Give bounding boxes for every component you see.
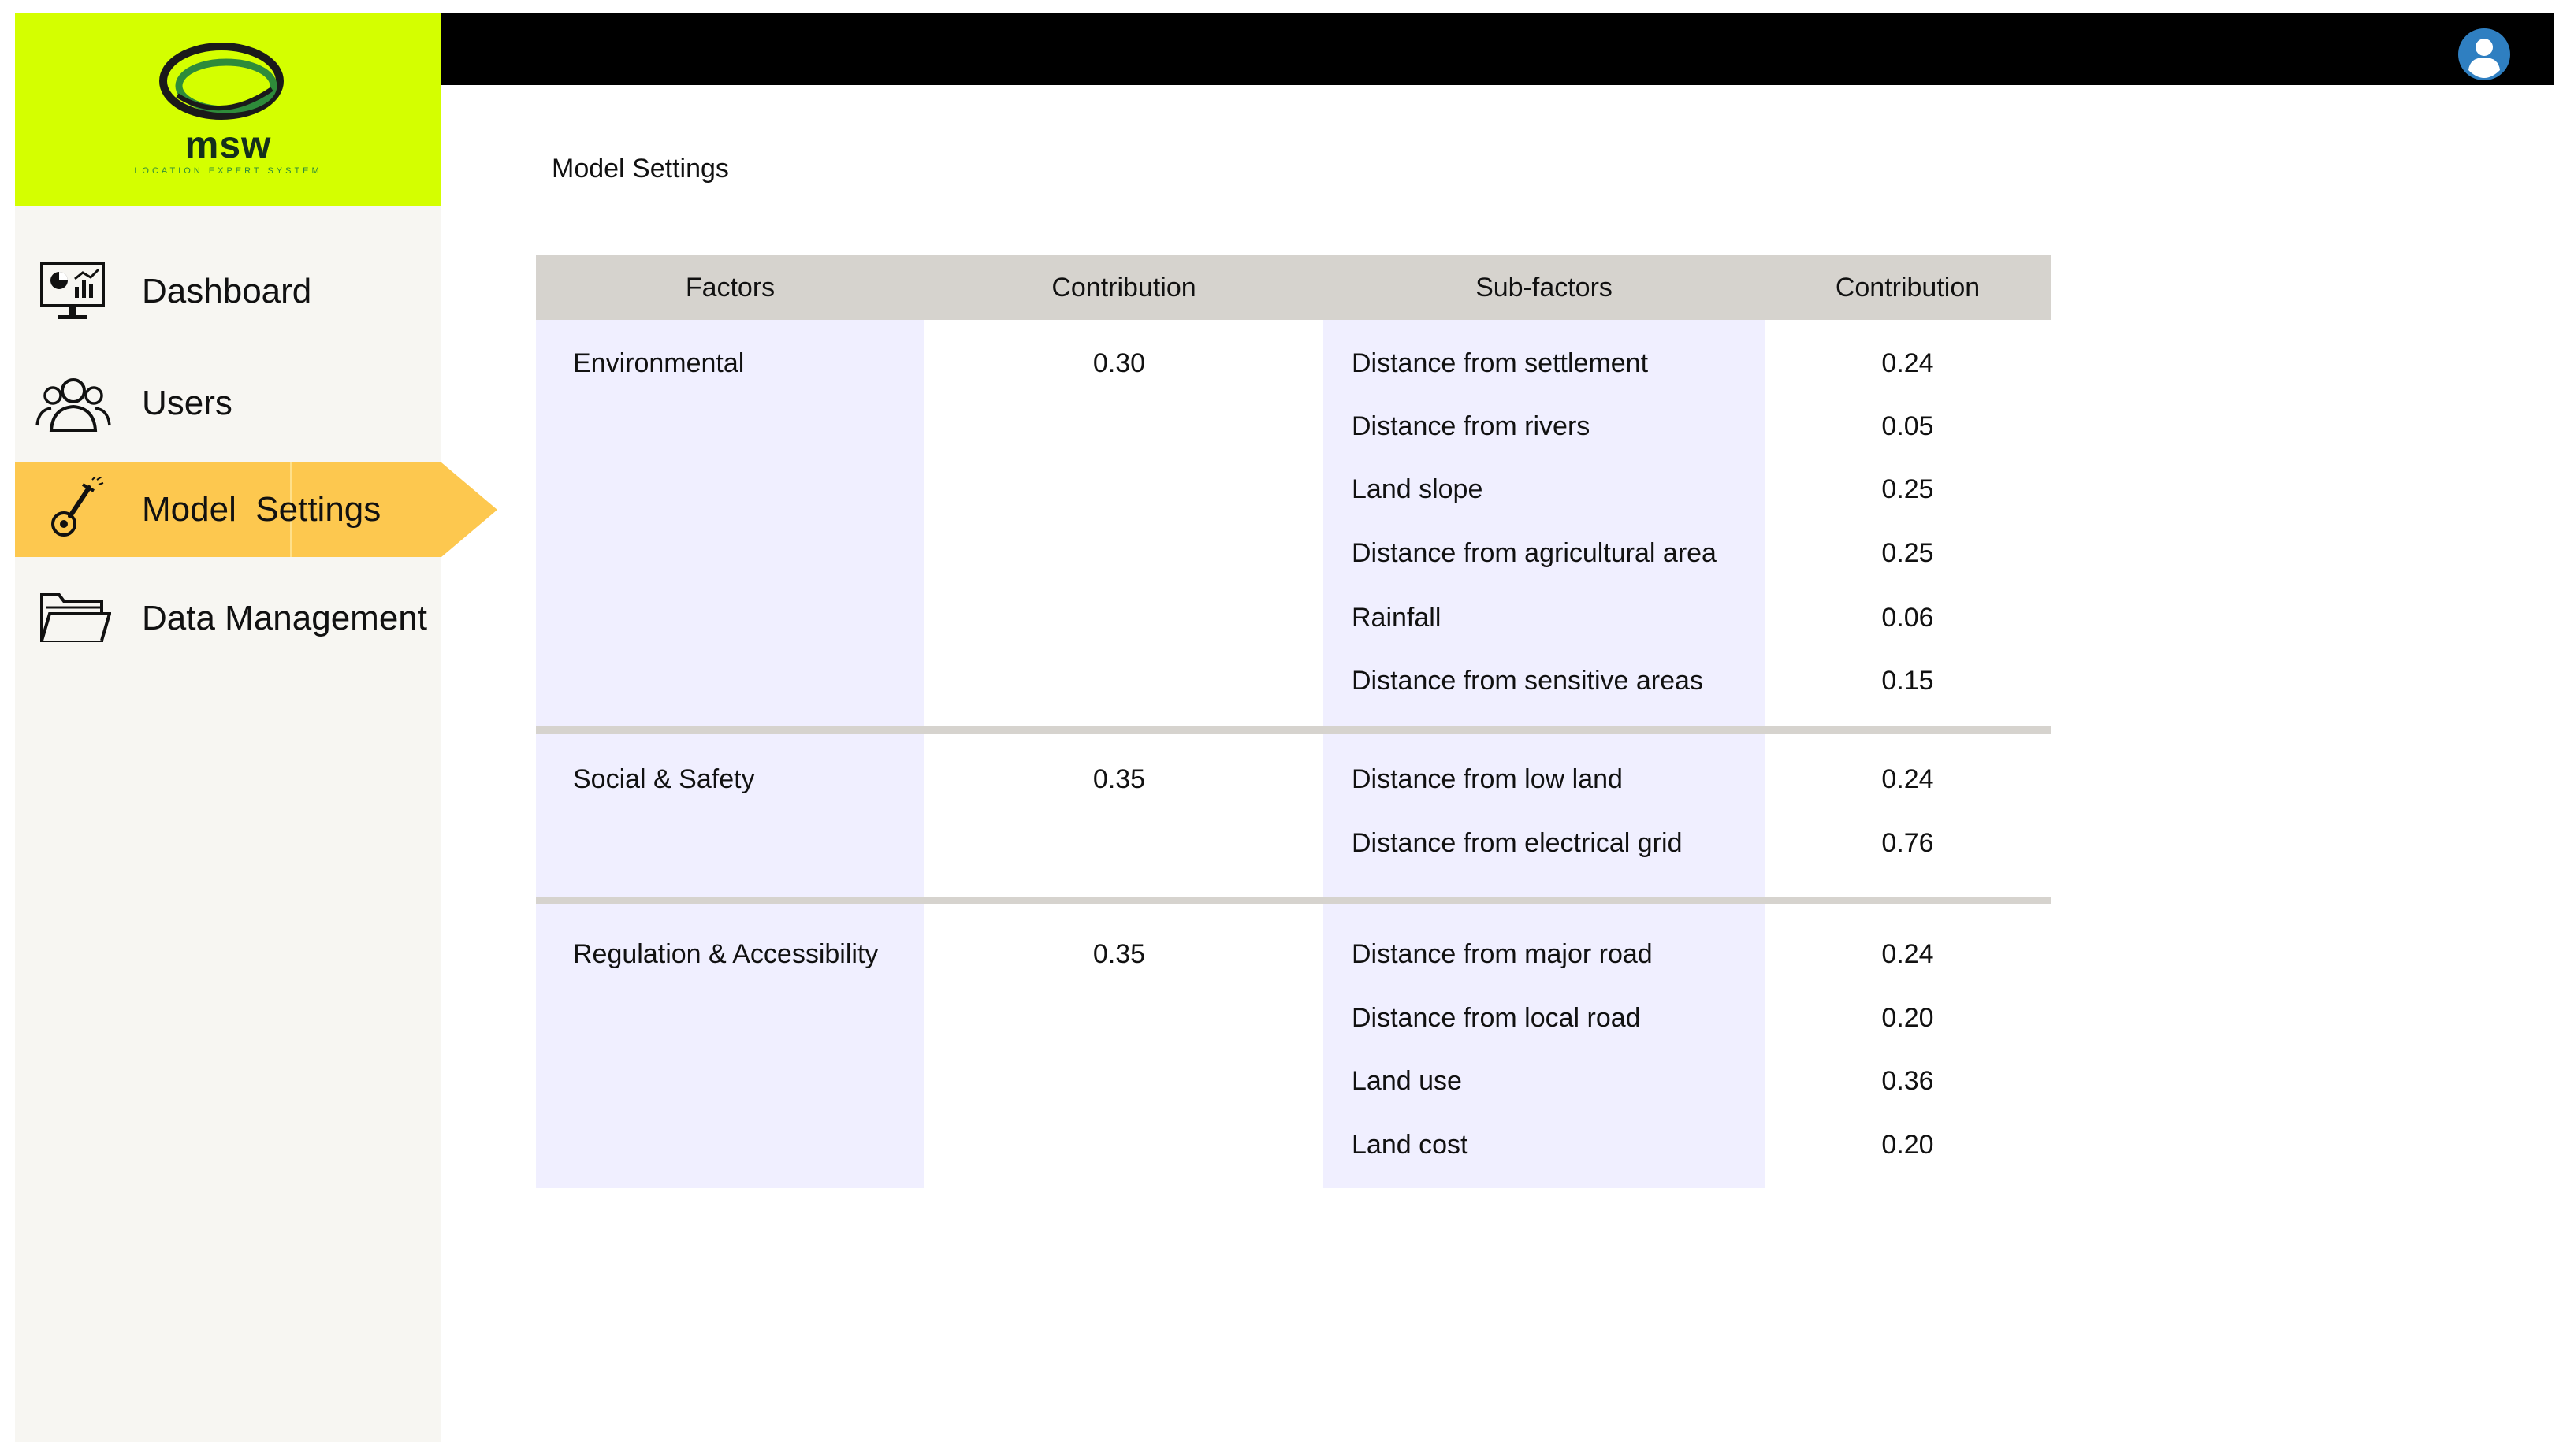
factors-table: Factors Contribution Sub-factors Contrib…	[536, 255, 2051, 1188]
folder-icon	[40, 593, 111, 642]
subfactor-contribution[interactable]: 0.15	[1881, 666, 1934, 696]
subfactor-name: Distance from local road	[1352, 1003, 1641, 1033]
subfactor-contribution[interactable]: 0.25	[1881, 474, 1934, 504]
factor-name: Social & Safety	[573, 764, 755, 794]
table-header: Factors Contribution Sub-factors Contrib…	[536, 255, 2051, 320]
group-separator	[536, 897, 2051, 904]
subfactor-name: Land use	[1352, 1066, 1462, 1096]
sidebar-item-label: Data Management	[142, 599, 427, 637]
subfactor-contribution[interactable]: 0.76	[1881, 828, 1934, 858]
header-factor-contribution: Contribution	[1051, 273, 1196, 303]
page-title: Model Settings	[552, 154, 729, 184]
subfactor-name: Land slope	[1352, 474, 1483, 504]
subfactor-contribution[interactable]: 0.20	[1881, 1130, 1934, 1160]
subfactor-name: Distance from agricultural area	[1352, 538, 1717, 568]
subfactor-name: Rainfall	[1352, 603, 1441, 633]
subfactor-name: Distance from settlement	[1352, 348, 1649, 378]
factor-name: Environmental	[573, 348, 745, 378]
factor-contribution[interactable]: 0.30	[1092, 348, 1146, 378]
subfactor-name: Distance from sensitive areas	[1352, 666, 1703, 696]
header-factors: Factors	[685, 273, 776, 303]
sidebar-item-label: Users	[142, 384, 232, 422]
sidebar-item-dashboard[interactable]: Dashboard	[15, 252, 441, 331]
user-avatar-icon[interactable]	[2457, 28, 2511, 81]
top-bar	[441, 13, 2554, 85]
model-settings-wrench-icon	[51, 477, 104, 537]
users-group-icon	[35, 378, 111, 432]
subfactor-name: Distance from electrical grid	[1352, 828, 1683, 858]
subfactor-name: Distance from low land	[1352, 764, 1623, 794]
sidebar-item-model-settings[interactable]: Model Settings	[15, 470, 441, 549]
subfactor-name: Distance from rivers	[1352, 411, 1590, 441]
logo-ring-icon	[159, 43, 284, 120]
sidebar-item-users[interactable]: Users	[15, 364, 441, 443]
logo-subtitle: LOCATION EXPERT SYSTEM	[134, 166, 322, 176]
factor-name: Regulation & Accessibility	[573, 939, 879, 969]
subfactor-contribution[interactable]: 0.06	[1881, 603, 1934, 633]
subfactor-contribution[interactable]: 0.20	[1881, 1003, 1934, 1033]
subfactor-name: Distance from major road	[1352, 939, 1653, 969]
subfactor-name: Land cost	[1352, 1130, 1468, 1160]
subfactor-contribution[interactable]: 0.36	[1881, 1066, 1934, 1096]
logo-text: msw	[184, 124, 272, 166]
subfactor-contribution[interactable]: 0.24	[1881, 348, 1934, 378]
header-subfactor-contribution: Contribution	[1835, 273, 1981, 303]
sidebar-item-data-management[interactable]: Data Management	[15, 579, 441, 658]
factor-contribution[interactable]: 0.35	[1092, 764, 1146, 794]
subfactor-contribution[interactable]: 0.24	[1881, 939, 1934, 969]
sidebar: msw LOCATION EXPERT SYSTEM Dashboard	[15, 13, 497, 1442]
factor-contribution[interactable]: 0.35	[1092, 939, 1146, 969]
active-nav-highlight	[15, 462, 497, 557]
sidebar-item-label: Dashboard	[142, 272, 312, 310]
sidebar-item-label: Model Settings	[142, 490, 381, 529]
dashboard-monitor-icon	[40, 262, 105, 319]
group-separator	[536, 726, 2051, 734]
factors-column-bg	[536, 320, 924, 1188]
header-subfactors: Sub-factors	[1475, 273, 1613, 303]
subfactors-column-bg	[1323, 320, 1765, 1188]
subfactor-contribution[interactable]: 0.05	[1881, 411, 1934, 441]
subfactor-contribution[interactable]: 0.25	[1881, 538, 1934, 568]
logo[interactable]: msw LOCATION EXPERT SYSTEM	[15, 13, 441, 206]
subfactor-contribution[interactable]: 0.24	[1881, 764, 1934, 794]
